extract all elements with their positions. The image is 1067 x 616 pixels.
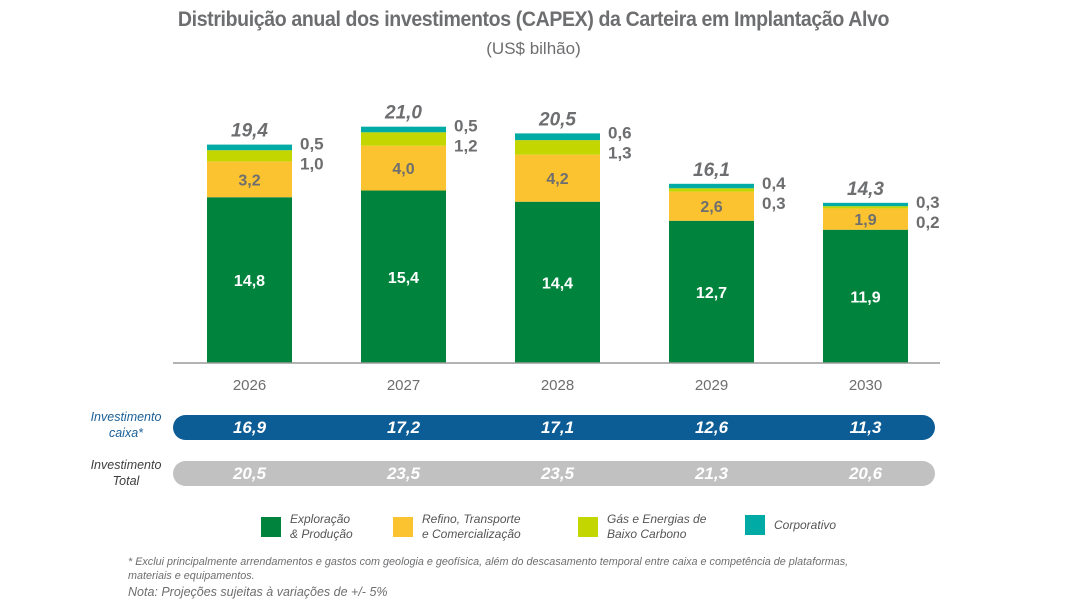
bar-segment-gas-e-energias-de-baixo-carbono-2029 (669, 188, 754, 192)
legend-label-refino-transporte-e-comercializacao: Refino, Transporte e Comercialização (422, 512, 521, 541)
investimento-caixa-value-2029: 12,6 (694, 418, 729, 437)
legend-item-exploracao-producao: Exploração & Produção (261, 512, 353, 542)
x-tick-label-2028: 2028 (541, 377, 574, 394)
investimento-total-value-2030: 20,6 (848, 464, 883, 483)
data-label-gas-energias-2029: 0,3 (762, 194, 786, 213)
investimento-total-value-2028: 23,5 (540, 464, 575, 483)
bar-segment-gas-e-energias-de-baixo-carbono-2026 (207, 150, 292, 162)
bar-segment-corporativo-2030 (823, 202, 908, 207)
legend-item-gas-e-energias-de-baixo-carbono: Gás e Energias de Baixo Carbono (578, 512, 706, 542)
row-label-line: caixa* (108, 426, 144, 440)
data-label-corporativo-2026: 0,5 (300, 135, 324, 154)
data-label-exploracao-producao-2030: 11,9 (850, 289, 880, 306)
footnote-line-1: * Exclui principalmente arrendamentos e … (128, 556, 849, 568)
investimento-caixa-label: Investimento caixa* (76, 409, 176, 441)
investimento-caixa-value-2026: 16,9 (232, 418, 267, 437)
chart-title: Distribuição anual dos investimentos (CA… (177, 8, 890, 31)
row-label-line: Investimento (90, 458, 162, 472)
investimento-caixa-value-2028: 17,1 (540, 418, 575, 437)
row-label-line: Total (112, 474, 140, 488)
data-label-corporativo-2030: 0,3 (916, 193, 940, 212)
legend-item-corporativo: Corporativo (745, 515, 836, 535)
projection-note: Nota: Projeções sujeitas à variações de … (128, 585, 388, 599)
investimento-total-bar: 20,5 23,5 23,5 21,3 20,6 (173, 461, 935, 486)
data-label-corporativo-2028: 0,6 (608, 123, 632, 142)
bar-segment-refino-transporte-e-comercializacao-2027 (361, 145, 446, 191)
bar-segment-refino-transporte-e-comercializacao-2029 (669, 191, 754, 221)
total-label-2028: 20,5 (538, 109, 576, 130)
bar-segment-refino-transporte-e-comercializacao-2026 (207, 161, 292, 198)
legend-label-exploracao-producao: Exploração & Produção (290, 512, 353, 541)
total-label-2029: 16,1 (693, 160, 730, 181)
legend-swatch-refino-transporte-e-comercializacao (393, 517, 413, 537)
legend-swatch-gas-e-energias-de-baixo-carbono (578, 517, 598, 537)
bar-segment-exploracao-producao-2029 (669, 220, 754, 363)
bar-segment-exploracao-producao-2028 (515, 201, 600, 363)
bar-segment-refino-transporte-e-comercializacao-2030 (823, 208, 908, 230)
data-label-corporativo-2027: 0,5 (454, 117, 478, 136)
bar-segment-corporativo-2027 (361, 126, 446, 133)
investimento-caixa-value-2027: 17,2 (386, 418, 421, 437)
data-label-exploracao-producao-2029: 12,7 (696, 285, 727, 302)
total-label-2030: 14,3 (847, 179, 884, 200)
investimento-caixa-bar: 16,9 17,2 17,1 12,6 11,3 (173, 415, 935, 440)
total-label-2026: 19,4 (231, 121, 268, 142)
data-label-exploracao-producao-2028: 14,4 (542, 275, 573, 292)
x-tick-label-2030: 2030 (849, 377, 882, 394)
data-label-refino-transporte-e-comercializacao-2029: 2,6 (700, 199, 722, 216)
investimento-caixa-value-2030: 11,3 (849, 418, 882, 437)
bar-segment-exploracao-producao-2030 (823, 229, 908, 363)
data-label-refino-transporte-e-comercializacao-2027: 4,0 (392, 161, 414, 178)
investimento-total-value-2026: 20,5 (232, 464, 267, 483)
footnote: * Exclui principalmente arrendamentos e … (128, 555, 948, 583)
bar-segment-corporativo-2028 (515, 133, 600, 141)
bar-segment-gas-e-energias-de-baixo-carbono-2028 (515, 140, 600, 155)
chart-legend: Exploração & Produção Refino, Transporte e … (0, 512, 1067, 546)
x-tick-label-2026: 2026 (233, 377, 266, 394)
row-label-line: Investimento (90, 410, 162, 424)
legend-swatch-exploracao-producao (261, 517, 281, 537)
bar-segment-gas-e-energias-de-baixo-carbono-2030 (823, 206, 908, 209)
data-label-gas-energias-2030: 0,2 (916, 213, 940, 232)
legend-item-refino-transporte-e-comercializacao: Refino, Transporte e Comercialização (393, 512, 521, 542)
legend-swatch-corporativo (745, 515, 765, 535)
investimento-total-value-2027: 23,5 (386, 464, 421, 483)
legend-label-corporativo: Corporativo (774, 517, 837, 532)
data-label-exploracao-producao-2026: 14,8 (234, 273, 265, 290)
investimento-total-value-2029: 21,3 (694, 464, 729, 483)
x-tick-labels: 2026 2027 2028 2029 2030 (233, 377, 882, 394)
stacked-bar-chart: 14,83,20,51,019,415,44,00,51,221,014,44,… (173, 103, 940, 394)
data-label-gas-energias-2026: 1,0 (300, 155, 324, 174)
x-tick-label-2027: 2027 (387, 377, 420, 394)
investimento-total-label: Investimento Total (76, 457, 176, 489)
bar-segment-gas-e-energias-de-baixo-carbono-2027 (361, 132, 446, 146)
data-label-exploracao-producao-2027: 15,4 (388, 270, 419, 287)
bar-segment-exploracao-producao-2026 (207, 197, 292, 363)
total-label-2027: 21,0 (384, 103, 422, 124)
chart-subtitle: (US$ bilhão) (486, 39, 581, 58)
data-label-corporativo-2029: 0,4 (762, 174, 786, 193)
legend-label-gas-e-energias-de-baixo-carbono: Gás e Energias de Baixo Carbono (607, 512, 707, 541)
data-label-refino-transporte-e-comercializacao-2030: 1,9 (854, 212, 876, 229)
bar-segment-exploracao-producao-2027 (361, 190, 446, 363)
bar-segment-refino-transporte-e-comercializacao-2028 (515, 154, 600, 202)
data-label-gas-energias-2027: 1,2 (454, 137, 478, 156)
bar-segment-corporativo-2029 (669, 183, 754, 189)
bars-group: 14,83,20,51,019,415,44,00,51,221,014,44,… (207, 103, 940, 363)
bar-segment-corporativo-2026 (207, 144, 292, 151)
data-label-refino-transporte-e-comercializacao-2028: 4,2 (546, 171, 568, 188)
x-tick-label-2029: 2029 (695, 377, 728, 394)
data-label-refino-transporte-e-comercializacao-2026: 3,2 (238, 172, 260, 189)
data-label-gas-energias-2028: 1,3 (608, 143, 632, 162)
footnote-line-2: materiais e equipamentos. (128, 570, 255, 582)
